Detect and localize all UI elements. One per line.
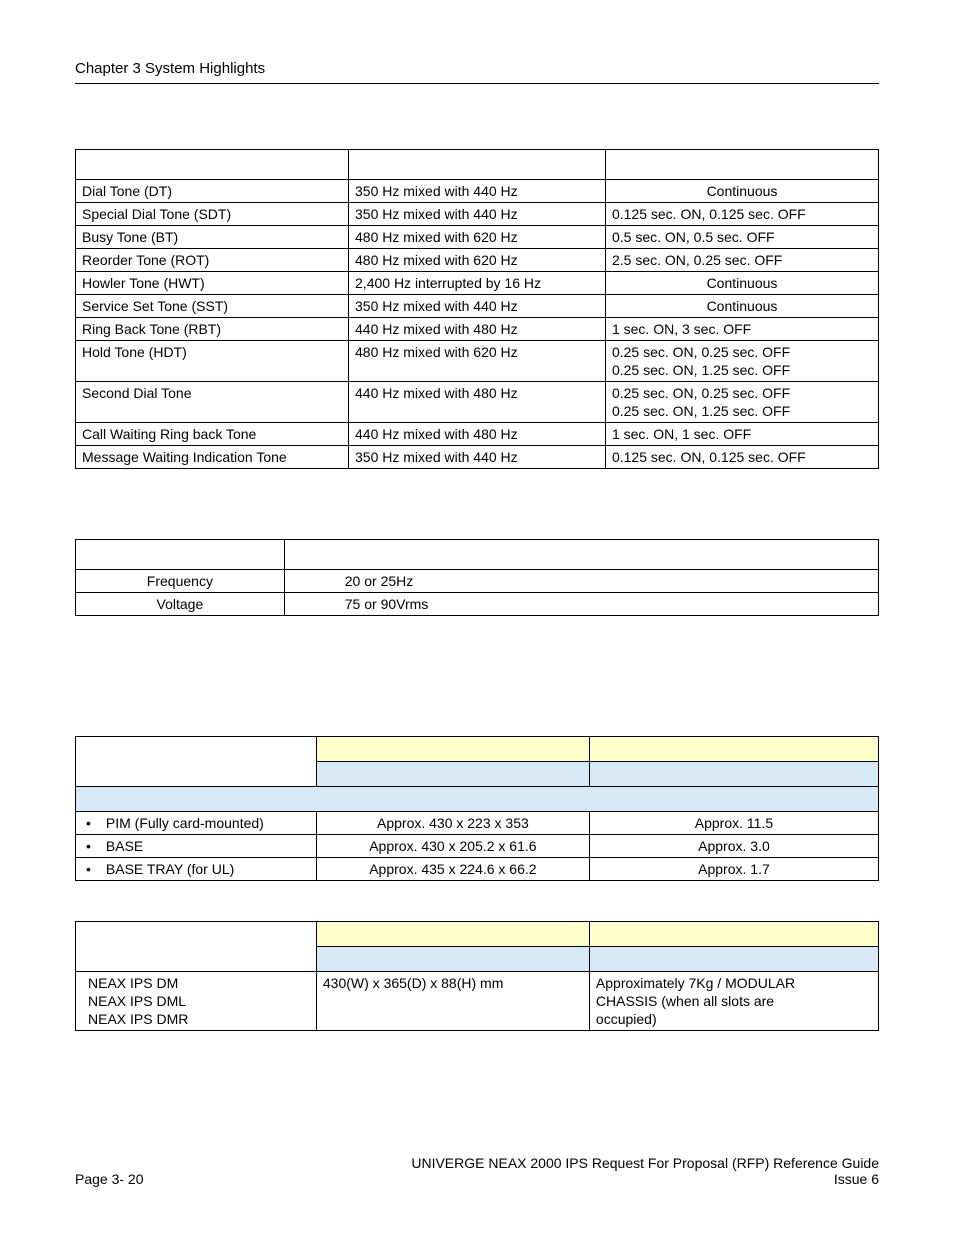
tone-timing-cell: Continuous <box>605 180 878 203</box>
dim-item-cell: • PIM (Fully card-mounted) <box>76 812 317 835</box>
table-row: Howler Tone (HWT)2,400 Hz interrupted by… <box>76 272 879 295</box>
tone-freq-cell: 440 Hz mixed with 480 Hz <box>349 423 606 446</box>
table-row: Voltage75 or 90Vrms <box>76 593 879 616</box>
table-row: Frequency20 or 25Hz <box>76 570 879 593</box>
table-row: Reorder Tone (ROT)480 Hz mixed with 620 … <box>76 249 879 272</box>
dim-item-cell: • BASE TRAY (for UL) <box>76 858 317 881</box>
tone-name-cell: Service Set Tone (SST) <box>76 295 349 318</box>
tone-timing-cell: 0.25 sec. ON, 0.25 sec. OFF0.25 sec. ON,… <box>605 341 878 382</box>
dim-dim-cell: Approx. 430 x 205.2 x 61.6 <box>316 835 589 858</box>
tone-freq-cell: 480 Hz mixed with 620 Hz <box>349 226 606 249</box>
header-rule <box>75 83 879 84</box>
tone-name-cell: Howler Tone (HWT) <box>76 272 349 295</box>
table-row: Second Dial Tone440 Hz mixed with 480 Hz… <box>76 382 879 423</box>
tone-name-cell: Ring Back Tone (RBT) <box>76 318 349 341</box>
tone-freq-cell: 440 Hz mixed with 480 Hz <box>349 318 606 341</box>
neax-table: NEAX IPS DMNEAX IPS DMLNEAX IPS DMR 430(… <box>75 921 879 1031</box>
dim-item-cell: • BASE <box>76 835 317 858</box>
dim-dim-cell: Approx. 430 x 223 x 353 <box>316 812 589 835</box>
table-row: Ring Back Tone (RBT)440 Hz mixed with 48… <box>76 318 879 341</box>
neax-table-header-yellow <box>76 922 879 947</box>
ring-value-cell: 20 or 25Hz <box>284 570 878 593</box>
tone-name-cell: Reorder Tone (ROT) <box>76 249 349 272</box>
table-row: Message Waiting Indication Tone350 Hz mi… <box>76 446 879 469</box>
table-row: Call Waiting Ring back Tone440 Hz mixed … <box>76 423 879 446</box>
tone-timing-cell: 2.5 sec. ON, 0.25 sec. OFF <box>605 249 878 272</box>
table-row: • BASE TRAY (for UL)Approx. 435 x 224.6 … <box>76 858 879 881</box>
tone-freq-cell: 440 Hz mixed with 480 Hz <box>349 382 606 423</box>
tone-name-cell: Busy Tone (BT) <box>76 226 349 249</box>
tone-timing-cell: 0.125 sec. ON, 0.125 sec. OFF <box>605 446 878 469</box>
footer-left: Page 3- 20 <box>75 1171 144 1187</box>
tone-freq-cell: 350 Hz mixed with 440 Hz <box>349 180 606 203</box>
table-row: Hold Tone (HDT)480 Hz mixed with 620 Hz0… <box>76 341 879 382</box>
ring-label-cell: Voltage <box>76 593 285 616</box>
footer-guide-title: UNIVERGE NEAX 2000 IPS Request For Propo… <box>411 1155 879 1171</box>
ring-value-cell: 75 or 90Vrms <box>284 593 878 616</box>
dim-table-header-yellow <box>76 737 879 762</box>
table-row: Busy Tone (BT)480 Hz mixed with 620 Hz0.… <box>76 226 879 249</box>
tone-timing-cell: 0.25 sec. ON, 0.25 sec. OFF0.25 sec. ON,… <box>605 382 878 423</box>
tone-timing-cell: Continuous <box>605 295 878 318</box>
page-footer: Page 3- 20 UNIVERGE NEAX 2000 IPS Reques… <box>75 1155 879 1187</box>
tone-name-cell: Hold Tone (HDT) <box>76 341 349 382</box>
tone-timing-cell: 1 sec. ON, 3 sec. OFF <box>605 318 878 341</box>
tone-freq-cell: 480 Hz mixed with 620 Hz <box>349 341 606 382</box>
neax-dim-cell: 430(W) x 365(D) x 88(H) mm <box>316 972 589 1031</box>
ring-label-cell: Frequency <box>76 570 285 593</box>
table-row: • BASEApprox. 430 x 205.2 x 61.6Approx. … <box>76 835 879 858</box>
tone-freq-cell: 480 Hz mixed with 620 Hz <box>349 249 606 272</box>
dim-table: • PIM (Fully card-mounted)Approx. 430 x … <box>75 736 879 881</box>
tone-table: Dial Tone (DT)350 Hz mixed with 440 HzCo… <box>75 149 879 469</box>
tone-freq-cell: 350 Hz mixed with 440 Hz <box>349 295 606 318</box>
dim-dim-cell: Approx. 435 x 224.6 x 66.2 <box>316 858 589 881</box>
table-row: • PIM (Fully card-mounted)Approx. 430 x … <box>76 812 879 835</box>
table-row: NEAX IPS DMNEAX IPS DMLNEAX IPS DMR 430(… <box>76 972 879 1031</box>
tone-name-cell: Second Dial Tone <box>76 382 349 423</box>
footer-issue: Issue 6 <box>834 1171 879 1187</box>
tone-name-cell: Message Waiting Indication Tone <box>76 446 349 469</box>
table-row: Dial Tone (DT)350 Hz mixed with 440 HzCo… <box>76 180 879 203</box>
tone-freq-cell: 350 Hz mixed with 440 Hz <box>349 446 606 469</box>
tone-name-cell: Dial Tone (DT) <box>76 180 349 203</box>
tone-freq-cell: 2,400 Hz interrupted by 16 Hz <box>349 272 606 295</box>
tone-timing-cell: 0.125 sec. ON, 0.125 sec. OFF <box>605 203 878 226</box>
tone-freq-cell: 350 Hz mixed with 440 Hz <box>349 203 606 226</box>
dim-weight-cell: Approx. 1.7 <box>589 858 878 881</box>
tone-name-cell: Special Dial Tone (SDT) <box>76 203 349 226</box>
tone-timing-cell: 1 sec. ON, 1 sec. OFF <box>605 423 878 446</box>
dim-weight-cell: Approx. 3.0 <box>589 835 878 858</box>
ring-table-header-row <box>76 540 879 570</box>
ring-table: Frequency20 or 25HzVoltage75 or 90Vrms <box>75 539 879 616</box>
tone-timing-cell: 0.5 sec. ON, 0.5 sec. OFF <box>605 226 878 249</box>
neax-item-cell: NEAX IPS DMNEAX IPS DMLNEAX IPS DMR <box>76 972 317 1031</box>
tone-table-header-row <box>76 150 879 180</box>
table-row: Special Dial Tone (SDT)350 Hz mixed with… <box>76 203 879 226</box>
table-row: Service Set Tone (SST)350 Hz mixed with … <box>76 295 879 318</box>
chapter-header: Chapter 3 System Highlights <box>75 60 879 77</box>
dim-table-header-blue2 <box>76 787 879 812</box>
tone-timing-cell: Continuous <box>605 272 878 295</box>
dim-weight-cell: Approx. 11.5 <box>589 812 878 835</box>
footer-right: UNIVERGE NEAX 2000 IPS Request For Propo… <box>411 1155 879 1187</box>
tone-name-cell: Call Waiting Ring back Tone <box>76 423 349 446</box>
neax-weight-cell: Approximately 7Kg / MODULARCHASSIS (when… <box>589 972 878 1031</box>
